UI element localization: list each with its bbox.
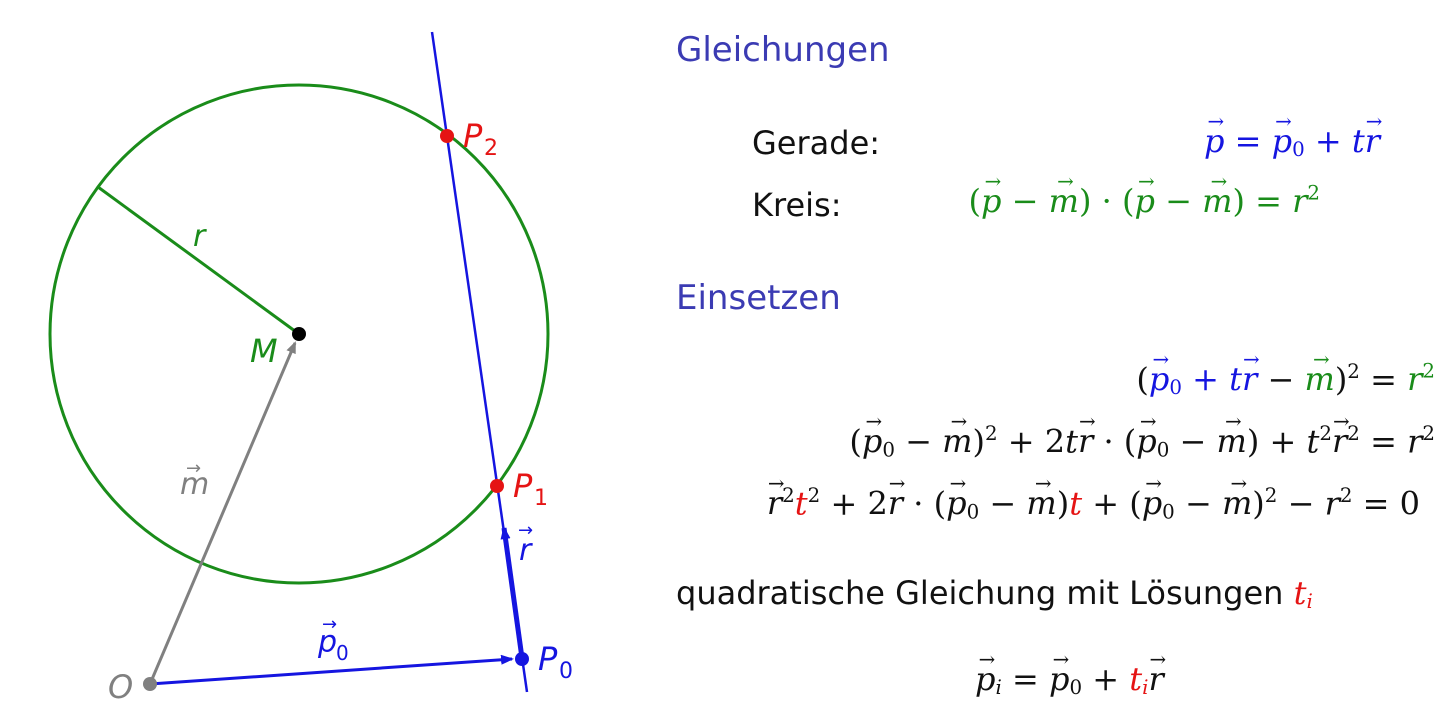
quadratic-text-prefix: quadratische Gleichung mit Lösungen [676, 574, 1284, 612]
radius-line [97, 185, 300, 336]
direction-vector-r [500, 526, 525, 659]
label-m: m [180, 467, 209, 502]
equation-substitution-1: (p0 + tr − m)2 = r2 [900, 360, 1435, 399]
quadratic-text: quadratische Gleichung mit Lösungen ti [676, 574, 1313, 613]
label-P1-letter: P [513, 467, 533, 505]
label-rvec: → r [518, 520, 533, 568]
label-kreis: Kreis: [752, 186, 842, 224]
label-p0-sub: 0 [336, 641, 349, 665]
equation-substitution-3: r2t2 + 2r · (p0 − m)t + (p0 − m)2 − r2 =… [680, 484, 1420, 523]
equation-substitution-2: (p0 − m)2 + 2tr · (p0 − m) + t2r2 = r2 [760, 422, 1435, 461]
equation-gerade: p = p0 + tr [1050, 122, 1380, 161]
label-P2: P 2 [463, 117, 498, 161]
point-M [292, 327, 306, 341]
label-rvec-arrow: → [518, 520, 533, 541]
equation-kreis: (p − m) · (p − m) = r2 [920, 182, 1321, 220]
point-P0 [515, 652, 529, 666]
label-O: O [108, 668, 133, 706]
label-P1-sub: 1 [534, 486, 548, 511]
label-M: M [250, 332, 278, 370]
geometry-figure: r M m → O → p 0 P 0 P 1 P 2 → r [48, 31, 573, 706]
label-m-arrow: → [186, 458, 201, 479]
label-p0: → p 0 [317, 614, 349, 665]
label-P2-sub: 2 [484, 136, 498, 161]
label-P2-letter: P [463, 117, 483, 155]
equation-solution-points: pi = p0 + tir [975, 660, 1164, 699]
label-p0-letter: p [317, 625, 337, 660]
label-P0: P 0 [538, 640, 573, 684]
point-P2 [440, 129, 454, 143]
circle [48, 83, 550, 585]
vector-p0 [149, 654, 514, 686]
label-rvec-letter: r [519, 533, 533, 568]
point-O [143, 677, 157, 691]
label-r: r [193, 219, 207, 254]
vector-m [148, 341, 297, 685]
heading-gleichungen: Gleichungen [676, 30, 890, 70]
label-P0-sub: 0 [559, 659, 573, 684]
heading-einsetzen: Einsetzen [676, 278, 841, 318]
label-gerade: Gerade: [752, 124, 881, 162]
label-P0-letter: P [538, 640, 558, 678]
solution-ti: ti [1293, 574, 1313, 613]
label-P1: P 1 [513, 467, 548, 511]
point-P1 [490, 479, 504, 493]
label-p0-arrow: → [322, 614, 337, 635]
